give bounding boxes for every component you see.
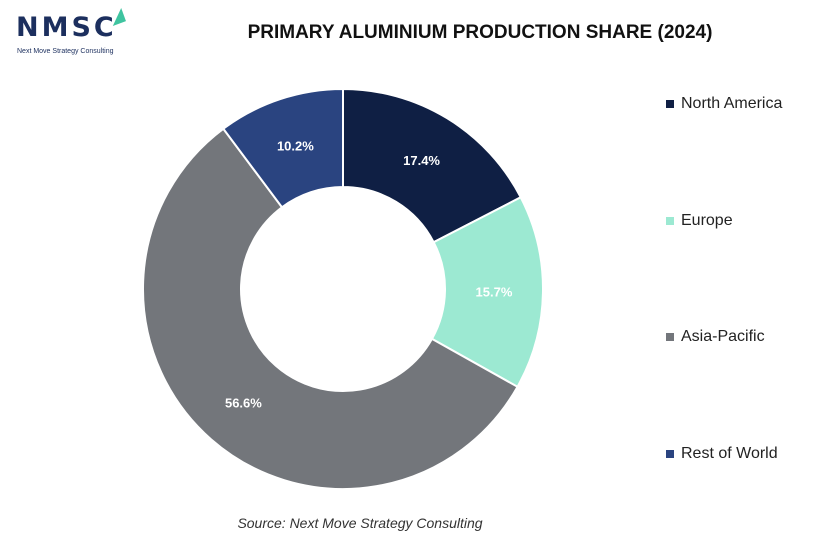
legend-label: Rest of World — [681, 445, 778, 462]
slice-north-america — [342, 87, 523, 244]
logo-text: NMSC — [16, 12, 117, 43]
legend-swatch — [666, 217, 674, 225]
data-label-asia-pacific: 56.6% — [225, 396, 262, 411]
slice-rest-of-world — [221, 87, 344, 209]
data-label-rest-of-world: 10.2% — [277, 139, 314, 154]
slice-asia-pacific — [142, 127, 519, 490]
logo-tagline: Next Move Strategy Consulting — [17, 48, 114, 55]
legend-label: Asia-Pacific — [681, 328, 765, 345]
legend-label: Europe — [681, 212, 733, 229]
legend-item-rest-of-world: Rest of World — [666, 445, 778, 463]
legend-label: North America — [681, 95, 783, 112]
legend-item-asia-pacific: Asia-Pacific — [666, 328, 765, 346]
source-note: Source: Next Move Strategy Consulting — [237, 515, 483, 531]
data-label-europe: 15.7% — [476, 285, 513, 300]
slice-europe — [430, 195, 544, 389]
brand-logo: NMSC Next Move Strategy Consulting — [14, 8, 134, 60]
legend-item-north-america: North America — [666, 95, 782, 113]
data-label-north-america: 17.4% — [403, 153, 440, 168]
legend-item-europe: Europe — [666, 212, 733, 230]
chart-title: PRIMARY ALUMINIUM PRODUCTION SHARE (2024… — [247, 22, 713, 43]
legend-swatch — [666, 333, 674, 341]
legend-swatch — [666, 100, 674, 108]
legend-swatch — [666, 450, 674, 458]
